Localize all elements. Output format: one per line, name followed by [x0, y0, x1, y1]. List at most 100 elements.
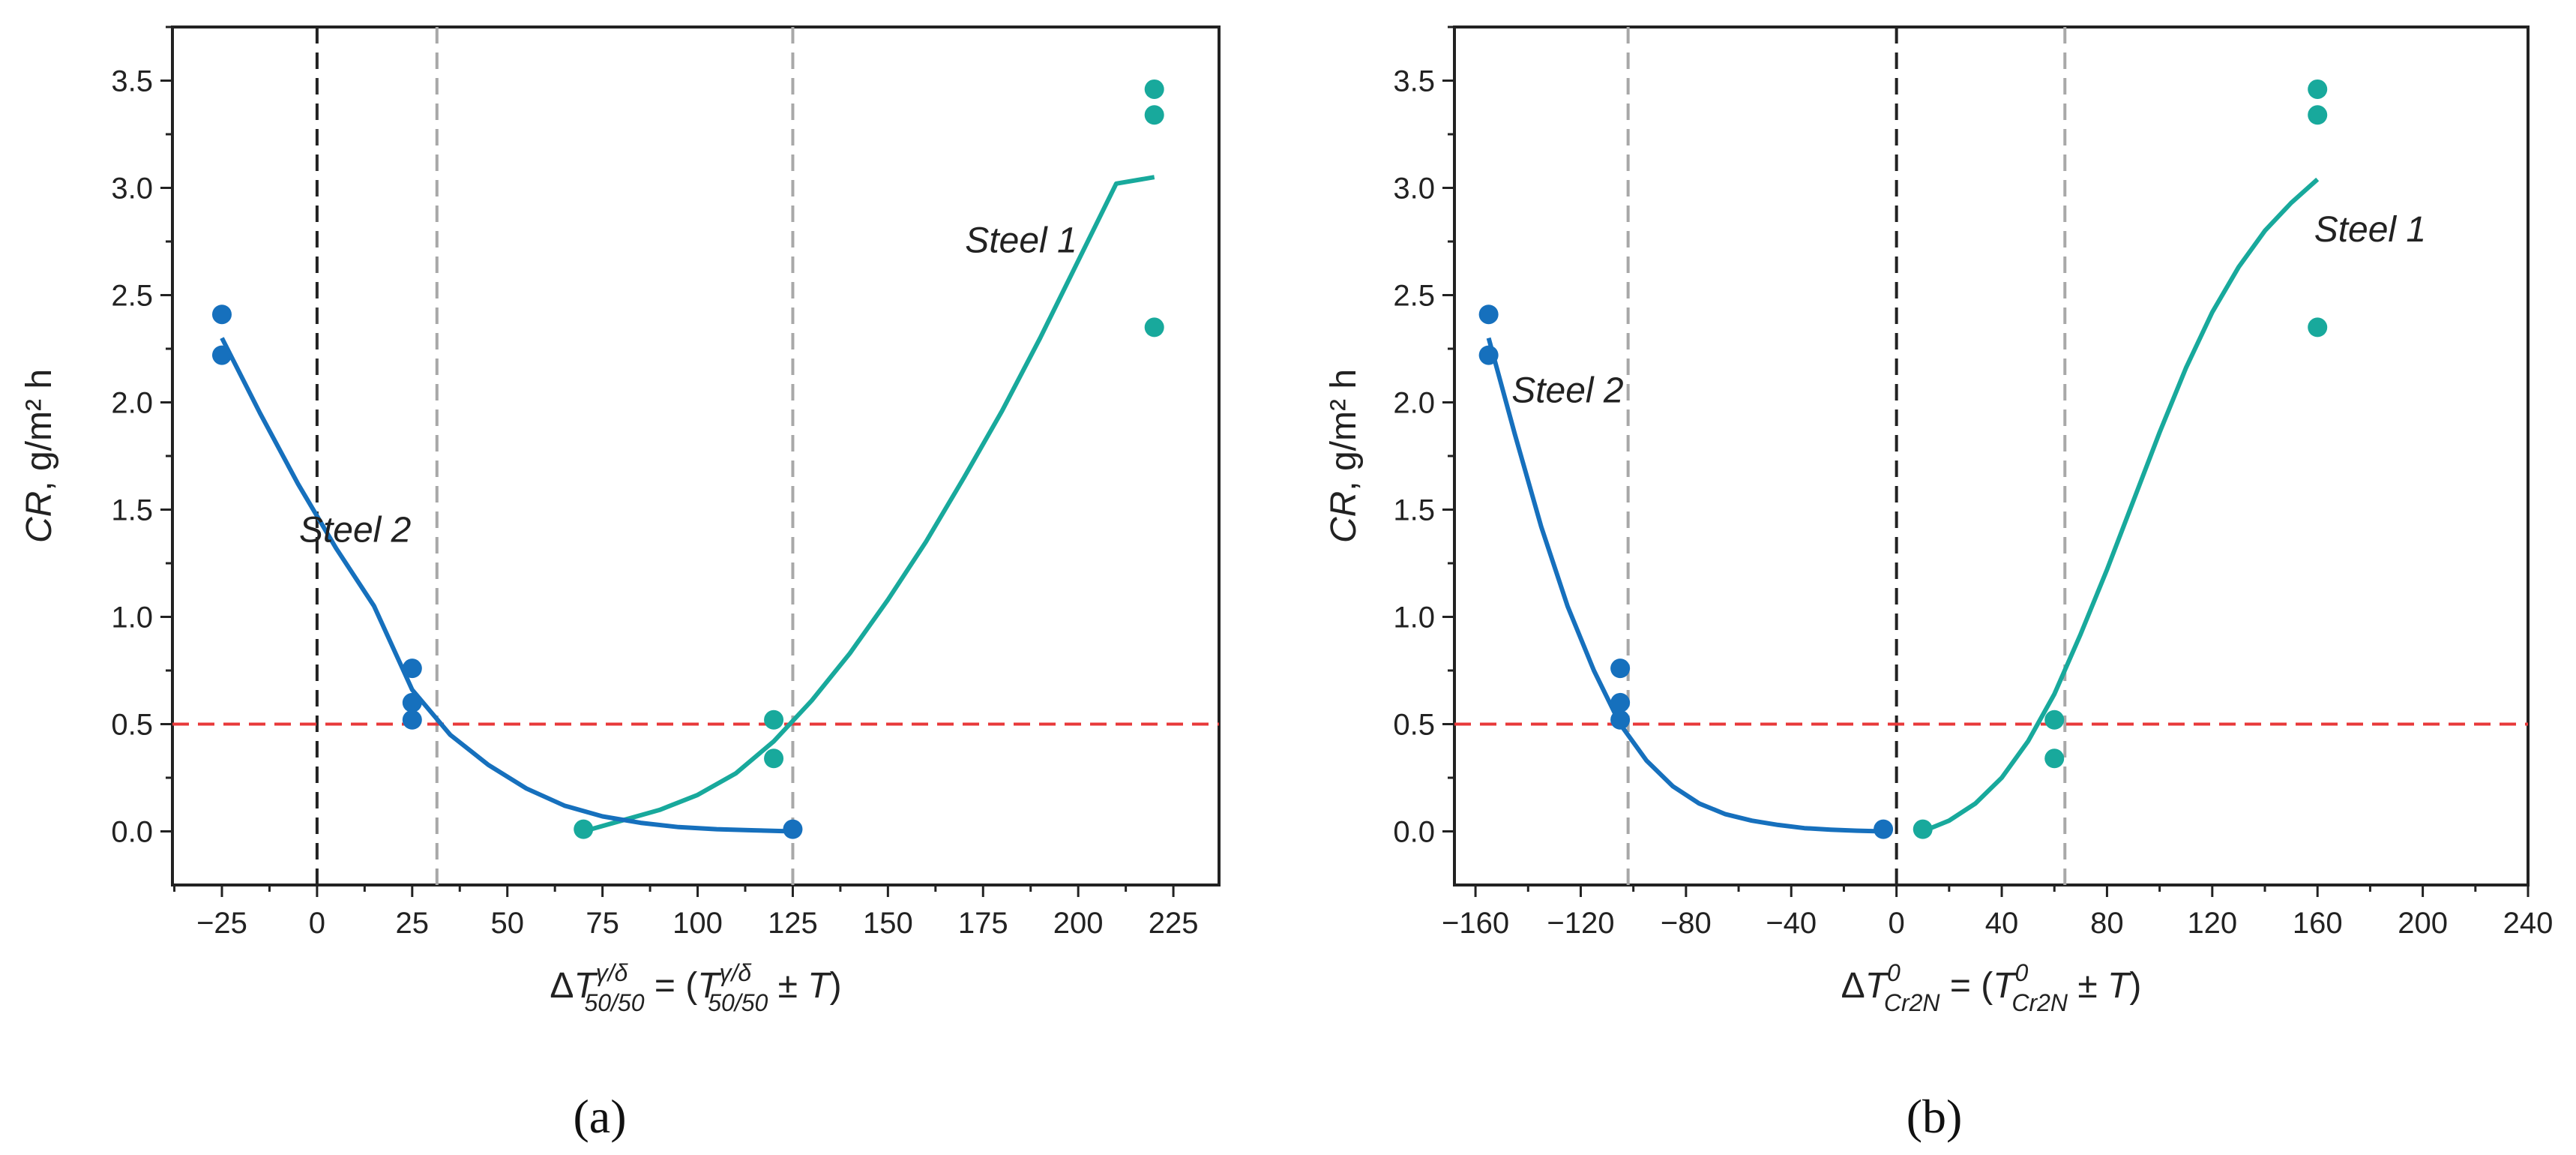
x-axis-title: ΔTγ/δ 50/50 = (Tγ/δ 50/50 ± T): [550, 959, 841, 1016]
y-axis-title-symbol: CR: [1324, 491, 1364, 543]
y-tick-label: 3.5: [111, 65, 153, 98]
plot-frame: [1453, 26, 2530, 886]
steel-2-fit-curve: [1486, 337, 1884, 834]
x-title-t3: T: [2107, 966, 2132, 1006]
steel-2-data-point: [783, 819, 803, 839]
x-title-close: ): [2129, 966, 2141, 1006]
steel-1-data-point: [574, 819, 594, 839]
steel-2-data-point: [1610, 710, 1631, 730]
x-title-sup2: γ/δ: [720, 959, 753, 986]
x-title-delta: Δ: [1841, 966, 1865, 1006]
steel-1-data-point: [2308, 79, 2328, 99]
x-tick-label: 175: [958, 907, 1008, 940]
x-title-sup2: 0: [2015, 959, 2029, 986]
steel-1-data-point: [2044, 748, 2065, 769]
x-title-t: T: [574, 966, 598, 1006]
x-title-eq: = (: [645, 966, 698, 1006]
steel-1-data-point: [764, 710, 784, 730]
x-title-sub2: Cr2N: [2011, 989, 2068, 1016]
panel-label: (a): [573, 1090, 626, 1143]
x-title-sub: Cr2N: [1884, 989, 1941, 1016]
x-tick-label: 75: [586, 907, 619, 940]
steel-1-label: Steel 1: [2314, 210, 2426, 250]
steel-2-data-point: [1478, 304, 1499, 325]
steel-2-data-point: [402, 692, 422, 712]
x-tick-label: 50: [490, 907, 524, 940]
x-axis-title: ΔT0 Cr2N = (T0 Cr2N ± T): [1841, 959, 2142, 1016]
panel-a: −25 0 25 50 75 100 125 150 175 200 225 0.0 0.5 1.0 1.5…: [19, 26, 1221, 1143]
y-axis-title: CR, g/m² h: [1324, 369, 1364, 543]
x-tick-label: 240: [2503, 907, 2554, 940]
y-tick-label: 1.5: [1393, 494, 1435, 527]
steel-1-data-point: [2044, 710, 2065, 730]
steel-1-fit-curve: [583, 175, 1155, 834]
x-title-sup: γ/δ: [596, 959, 629, 986]
y-axis-title-symbol: CR: [19, 491, 59, 543]
y-tick-label: 3.0: [111, 172, 153, 206]
y-tick-label: 0.5: [1393, 709, 1435, 742]
y-tick-label: 0.5: [111, 709, 153, 742]
x-tick-label: 200: [1053, 907, 1104, 940]
steel-1-data-point: [764, 748, 784, 769]
x-tick-label: 160: [2293, 907, 2343, 940]
x-tick-label: 40: [1985, 907, 2019, 940]
steel-1-label: Steel 1: [965, 220, 1077, 260]
y-axis-title: CR, g/m² h: [19, 369, 59, 543]
x-tick-label: −25: [196, 907, 247, 940]
x-tick-label: 225: [1149, 907, 1199, 940]
y-tick-label: 0.0: [111, 816, 153, 849]
x-title-eq: = (: [1940, 966, 1993, 1006]
panel-b: −160 −120 −80 −40 0 40 80 120 160 200 240 0.0 0.5 1.0…: [1324, 26, 2554, 1143]
y-tick-label: 2.5: [1393, 280, 1435, 313]
y-tick-label: 2.5: [111, 280, 153, 313]
y-tick-label: 2.0: [111, 387, 153, 420]
steel-2-data-point: [211, 345, 232, 365]
x-tick-label: 0: [1889, 907, 1905, 940]
x-title-t2: T: [697, 966, 722, 1006]
x-tick-label: −160: [1442, 907, 1509, 940]
steel-2-data-point: [1874, 819, 1894, 839]
panel-label: (b): [1907, 1090, 1963, 1143]
steel-2-data-point: [1610, 658, 1631, 679]
steel-2-label: Steel 2: [1511, 371, 1623, 411]
y-tick-label: 1.5: [111, 494, 153, 527]
y-axis-title-unit: , g/m² h: [19, 369, 59, 491]
x-tick-label: 120: [2187, 907, 2237, 940]
x-title-close: ): [830, 966, 842, 1006]
y-tick-label: 1.0: [1393, 602, 1435, 634]
x-tick-label: 200: [2398, 907, 2448, 940]
y-tick-label: 2.0: [1393, 387, 1435, 420]
x-title-sub: 50/50: [584, 989, 644, 1016]
steel-2-data-point: [402, 658, 422, 679]
x-title-delta: Δ: [550, 966, 574, 1006]
steel-1-data-point: [2308, 317, 2328, 338]
x-tick-label: −120: [1547, 907, 1614, 940]
x-tick-label: 80: [2090, 907, 2124, 940]
plot-frame: [171, 26, 1221, 886]
steel-1-fit-curve: [1922, 177, 2320, 834]
x-title-t: T: [1865, 966, 1890, 1006]
x-tick-label: 25: [396, 907, 430, 940]
steel-2-data-point: [211, 304, 232, 325]
x-title-t3: T: [807, 966, 832, 1006]
steel-2-data-point: [402, 710, 422, 730]
x-title-pm: ±: [2068, 966, 2107, 1006]
steel-2-label: Steel 2: [299, 510, 411, 550]
x-tick-label: 100: [672, 907, 723, 940]
x-title-t2: T: [1993, 966, 2017, 1006]
y-tick-label: 3.0: [1393, 172, 1435, 206]
y-tick-label: 3.5: [1393, 65, 1435, 98]
x-tick-label: −40: [1766, 907, 1817, 940]
x-tick-label: 125: [768, 907, 818, 940]
steel-1-data-point: [1144, 317, 1164, 338]
x-title-pm: ±: [768, 966, 807, 1006]
y-tick-label: 0.0: [1393, 816, 1435, 849]
steel-2-fit-curve: [220, 337, 793, 834]
x-tick-label: 150: [863, 907, 913, 940]
x-tick-label: −80: [1661, 907, 1712, 940]
x-tick-label: 0: [309, 907, 325, 940]
y-axis-title-unit: , g/m² h: [1324, 369, 1364, 491]
x-title-sub2: 50/50: [708, 989, 768, 1016]
